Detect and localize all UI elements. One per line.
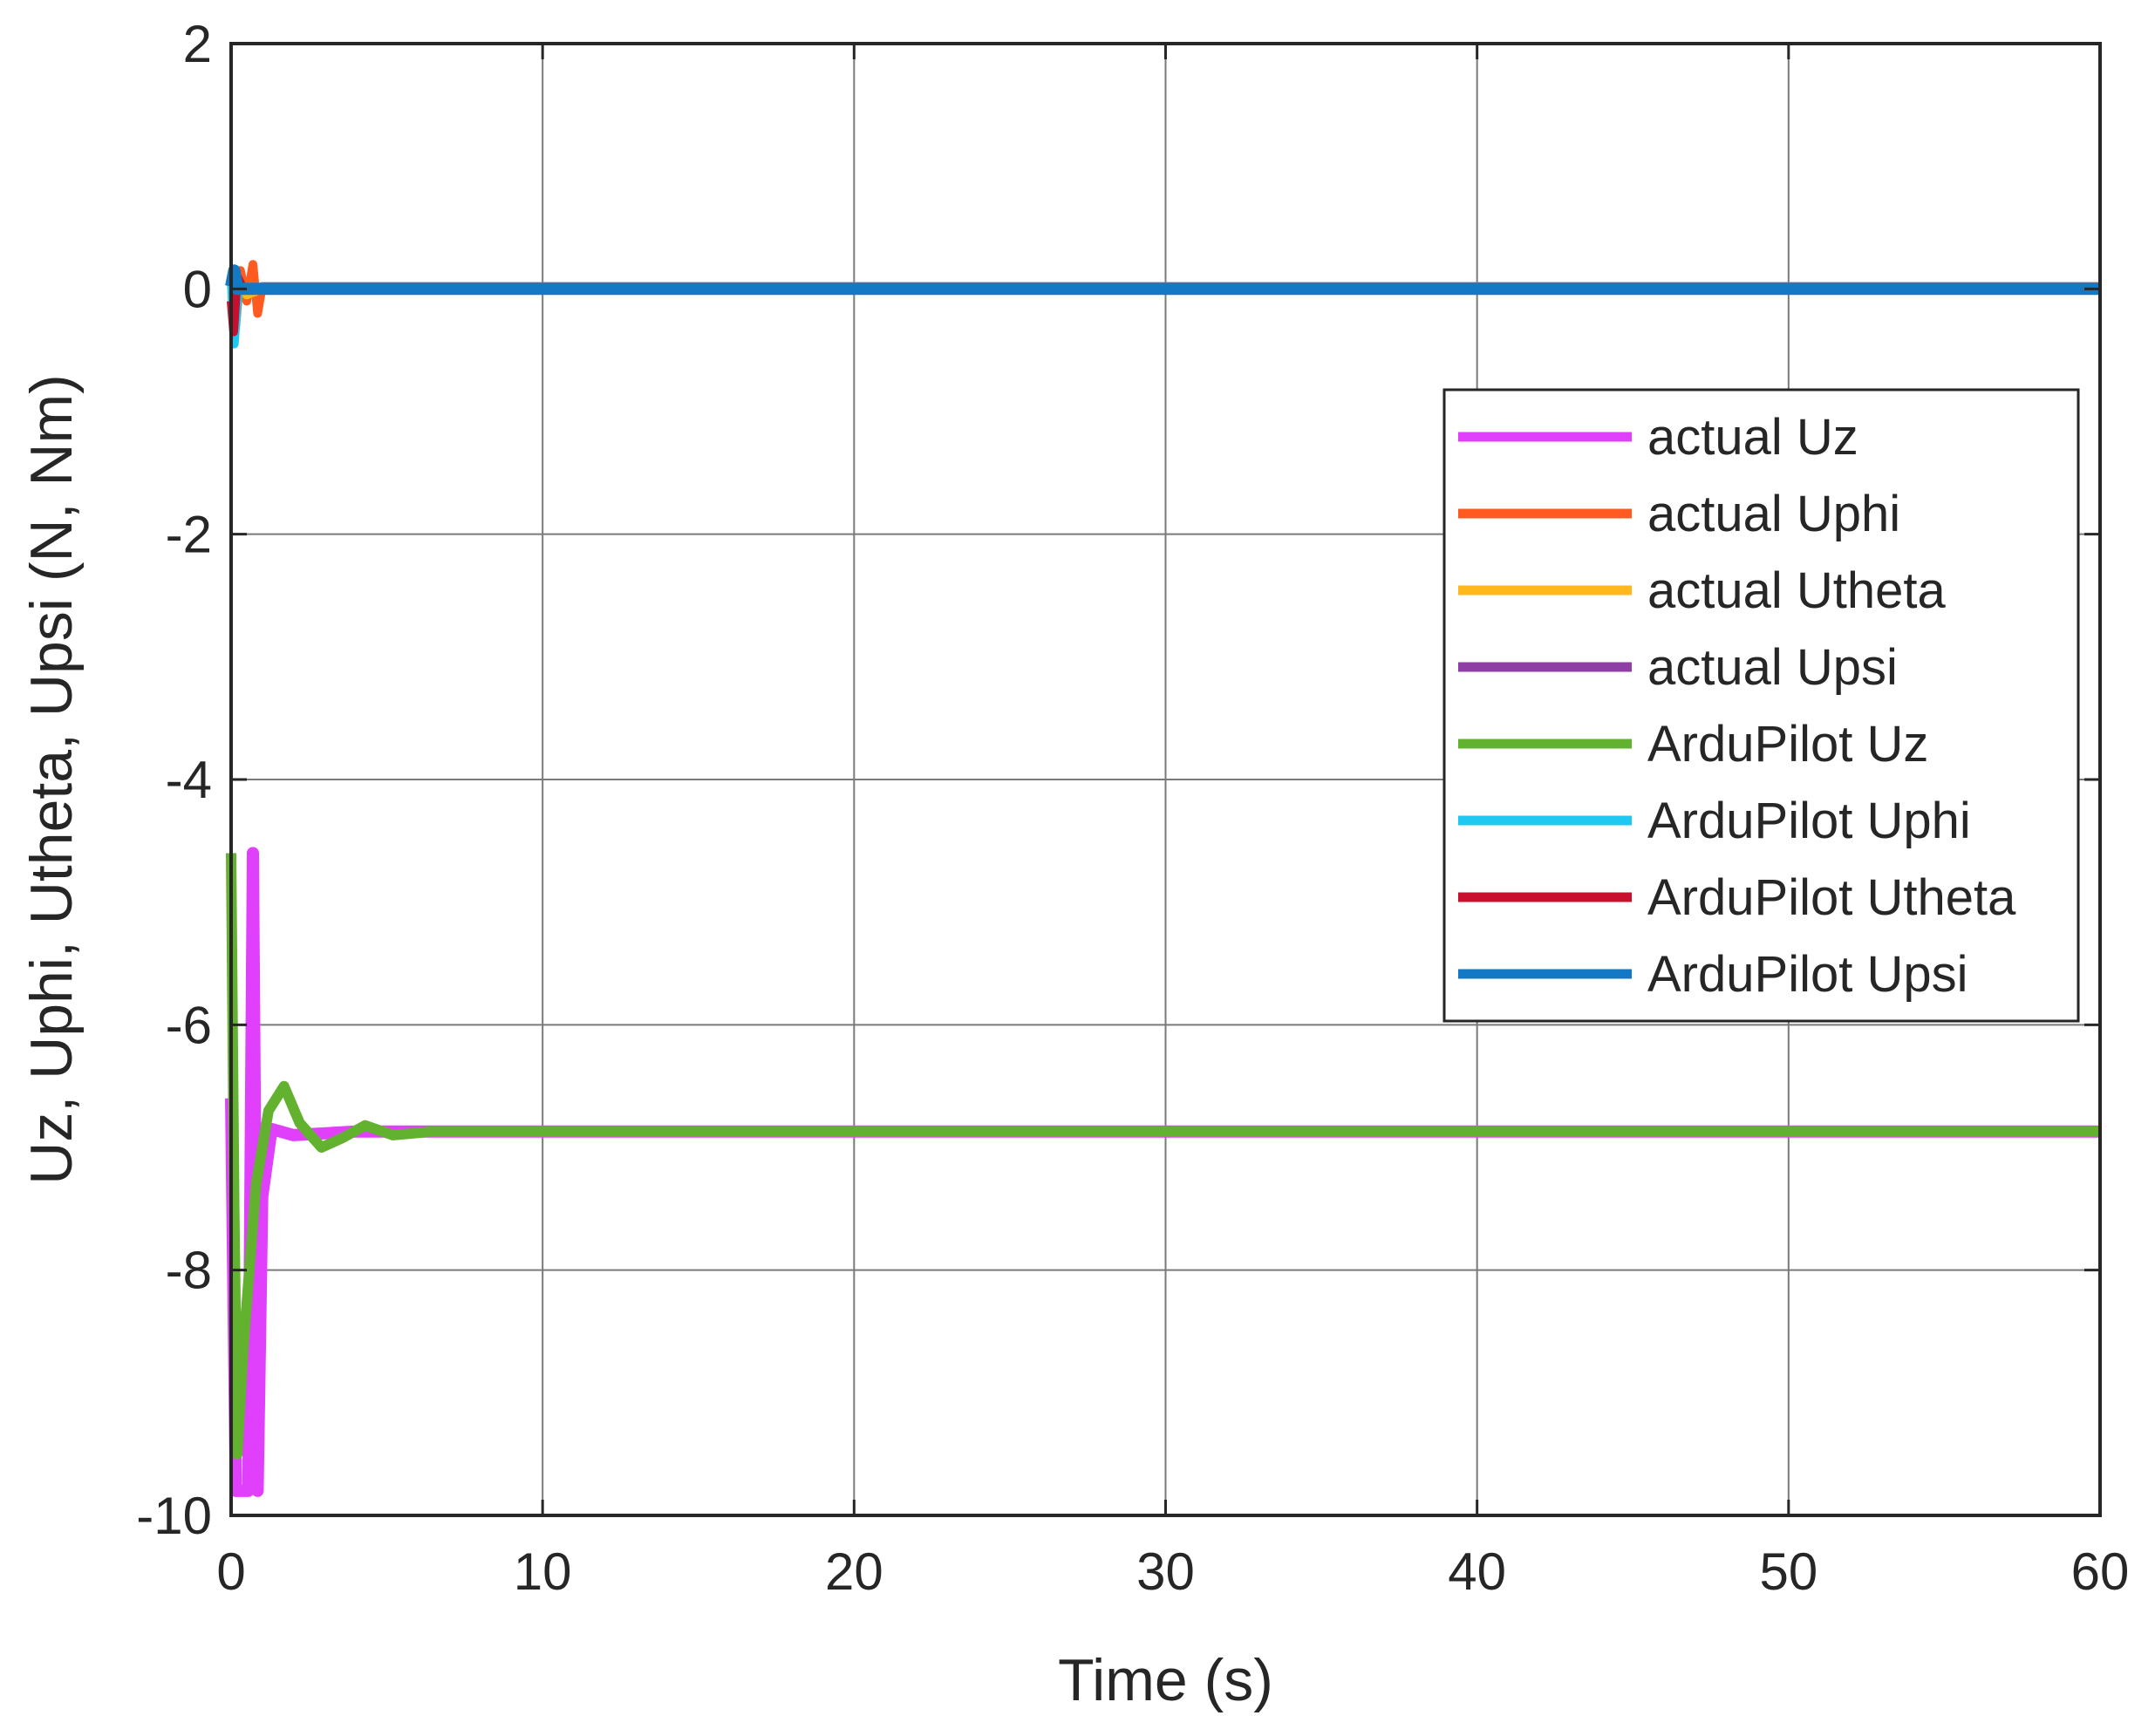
- legend-entry-label: ArduPilot Utheta: [1647, 869, 2016, 926]
- legend-entry-label: actual Uphi: [1647, 486, 1900, 542]
- x-tick-label: 0: [216, 1542, 245, 1601]
- y-tick-label: -10: [136, 1487, 212, 1545]
- legend-entry-label: ArduPilot Upsi: [1647, 946, 1967, 1003]
- y-tick-label: -4: [166, 751, 212, 809]
- legend: actual Uz actual Uphi actual Utheta actual …: [1442, 388, 2080, 1023]
- x-tick-label: 20: [825, 1542, 883, 1601]
- legend-box: [1442, 388, 2080, 1023]
- legend-entry-label: actual Utheta: [1647, 562, 1947, 619]
- y-tick-label: -2: [166, 506, 212, 564]
- y-axis-label: Uz, Uphi, Utheta, Upsi (N, Nm): [18, 374, 85, 1185]
- legend-entry-label: ArduPilot Uphi: [1647, 793, 1971, 849]
- x-tick-label: 60: [2071, 1542, 2130, 1601]
- series-line-ardupilot-uz: [226, 853, 2100, 1460]
- y-tick-label: -6: [166, 996, 212, 1054]
- y-tick-label: -8: [166, 1242, 212, 1300]
- y-tick-label: 0: [183, 260, 212, 318]
- x-tick-label: 30: [1136, 1542, 1195, 1601]
- x-tick-label: 50: [1759, 1542, 1817, 1601]
- x-axis-label: Time (s): [1058, 1647, 1273, 1713]
- legend-entry-label: ArduPilot Uz: [1647, 716, 1928, 773]
- legend-entry-label: actual Upsi: [1647, 639, 1898, 696]
- y-tick-label: 2: [183, 15, 212, 73]
- x-tick-label: 10: [514, 1542, 572, 1601]
- x-tick-label: 40: [1448, 1542, 1506, 1601]
- legend-entry-label: actual Uz: [1647, 409, 1858, 466]
